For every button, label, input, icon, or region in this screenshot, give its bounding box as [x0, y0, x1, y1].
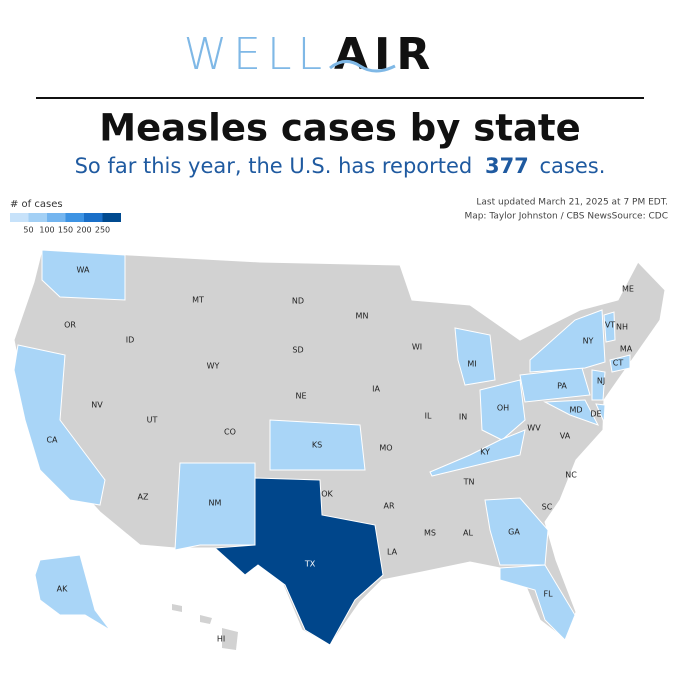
state-label: OK — [321, 490, 333, 499]
state-label: NY — [583, 337, 594, 346]
state-shape — [609, 354, 631, 373]
state-shape — [429, 429, 526, 477]
state-shape — [603, 311, 616, 343]
state-label: WV — [527, 424, 541, 433]
legend-swatch — [84, 213, 103, 222]
state-label: VT — [605, 321, 615, 330]
legend-tick: 250 — [95, 226, 110, 235]
state-label: WA — [77, 266, 90, 275]
state-label: ID — [126, 336, 135, 345]
legend-tick: 100 — [39, 226, 54, 235]
state-label: GA — [508, 528, 520, 537]
state-label: MO — [379, 444, 392, 453]
hawaii — [222, 628, 238, 650]
state-label: IA — [372, 385, 380, 394]
state-shape — [479, 379, 526, 441]
state-label: OR — [64, 321, 76, 330]
state-label: AZ — [138, 493, 149, 502]
state-label: HI — [217, 635, 225, 644]
title: Measles cases by state — [99, 107, 580, 150]
state-shape — [41, 249, 126, 301]
state-label: SC — [542, 503, 553, 512]
state-label: CO — [224, 428, 236, 437]
legend-swatch — [102, 213, 121, 222]
state-shape — [34, 554, 111, 631]
legend-title: # of cases — [10, 199, 63, 210]
note: Last updated March 21, 2025 at 7 PM EDT. — [476, 198, 668, 208]
subtitle-number: 377 — [485, 154, 529, 178]
logo-right: AIR — [334, 29, 436, 80]
state-label: OH — [497, 404, 509, 413]
hawaii — [172, 604, 182, 612]
state-label: KS — [312, 441, 322, 450]
state-label: TX — [304, 560, 316, 569]
state-label: DE — [590, 410, 601, 419]
legend-tick: 50 — [23, 226, 33, 235]
state-label: WI — [412, 343, 422, 352]
legend-swatch — [47, 213, 66, 222]
state-label: NV — [91, 401, 103, 410]
state-shape — [519, 367, 591, 403]
state-label: AL — [463, 529, 473, 538]
state-shape — [591, 369, 606, 401]
state-shape — [174, 462, 256, 551]
state-shape — [13, 344, 106, 506]
state-label: PA — [557, 382, 567, 391]
hawaii — [200, 615, 212, 624]
state-label: MS — [424, 529, 436, 538]
state-shape — [595, 403, 606, 423]
logo-wave — [329, 60, 396, 73]
state-shape — [529, 309, 606, 373]
legend-swatch — [10, 213, 29, 222]
subtitle-end: cases. — [539, 154, 605, 178]
legend-swatch — [28, 213, 47, 222]
state-label: TN — [463, 478, 475, 487]
state-label: WY — [207, 362, 220, 371]
note: Map: Taylor Johnston / CBS NewsSource: C… — [464, 212, 668, 222]
map: WA OR CA NV ID MT WY UT CO AZ NM ND SD NE KS OK TX MN IA MO… — [13, 249, 666, 650]
state-label: IL — [425, 412, 432, 421]
state-label: MD — [569, 406, 582, 415]
state-label: CA — [46, 436, 58, 445]
logo-left: WELL — [184, 29, 328, 80]
state-label: NJ — [597, 377, 605, 386]
state-label: IN — [459, 413, 467, 422]
state-shape — [454, 327, 496, 386]
subtitle: So far this year, the U.S. has reported … — [75, 154, 606, 178]
state-label: AK — [57, 585, 68, 594]
state-label: NE — [295, 392, 306, 401]
state-label: ME — [622, 285, 634, 294]
state-label: ND — [292, 297, 304, 306]
state-label: KY — [480, 448, 490, 457]
state-label: NC — [565, 471, 577, 480]
state-label: MT — [192, 296, 204, 305]
state-label: LA — [387, 548, 398, 557]
state-label: SD — [292, 346, 303, 355]
state-label: MI — [467, 360, 476, 369]
state-label: CT — [613, 359, 624, 368]
state-shape — [499, 564, 576, 641]
state-label: VA — [560, 432, 571, 441]
state-shape — [213, 477, 384, 646]
state-label: NH — [616, 323, 628, 332]
state-label: FL — [543, 590, 553, 599]
state-label: MA — [620, 345, 633, 354]
state-shape — [269, 419, 366, 471]
subtitle-text: So far this year, the U.S. has reported — [75, 154, 473, 178]
state-label: AR — [383, 502, 394, 511]
state-label: NM — [209, 499, 222, 508]
state-label: UT — [147, 416, 158, 425]
legend-swatch — [65, 213, 84, 222]
state-shape — [543, 399, 600, 426]
legend-tick: 150 — [58, 226, 73, 235]
legend-tick: 200 — [76, 226, 91, 235]
state-label: MN — [356, 312, 369, 321]
